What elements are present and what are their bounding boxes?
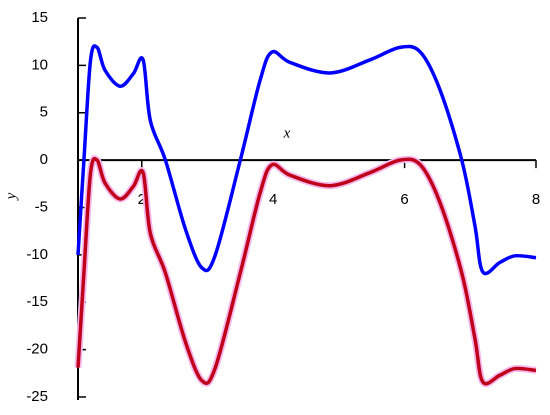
y-axis-label: y <box>3 192 19 201</box>
y-tick-label: 0 <box>40 151 48 168</box>
x-tick-label: 8 <box>532 191 540 208</box>
y-tick-label: -15 <box>26 293 48 310</box>
line <box>76 44 537 276</box>
x-axis-label: x <box>283 125 291 141</box>
y-tick-label: -10 <box>26 246 48 263</box>
x-tick-label: 2 <box>138 191 146 208</box>
y-tick-label: -5 <box>35 198 48 215</box>
x-tick-label: 6 <box>400 191 408 208</box>
y-tick-label: -25 <box>26 388 48 405</box>
y-tick-label: 15 <box>31 9 48 26</box>
y-tick-label: 5 <box>40 104 48 121</box>
y-tick-label: -20 <box>26 341 48 358</box>
line <box>76 156 537 386</box>
y-tick-label: 10 <box>31 56 48 73</box>
x-tick-label: 4 <box>269 191 277 208</box>
